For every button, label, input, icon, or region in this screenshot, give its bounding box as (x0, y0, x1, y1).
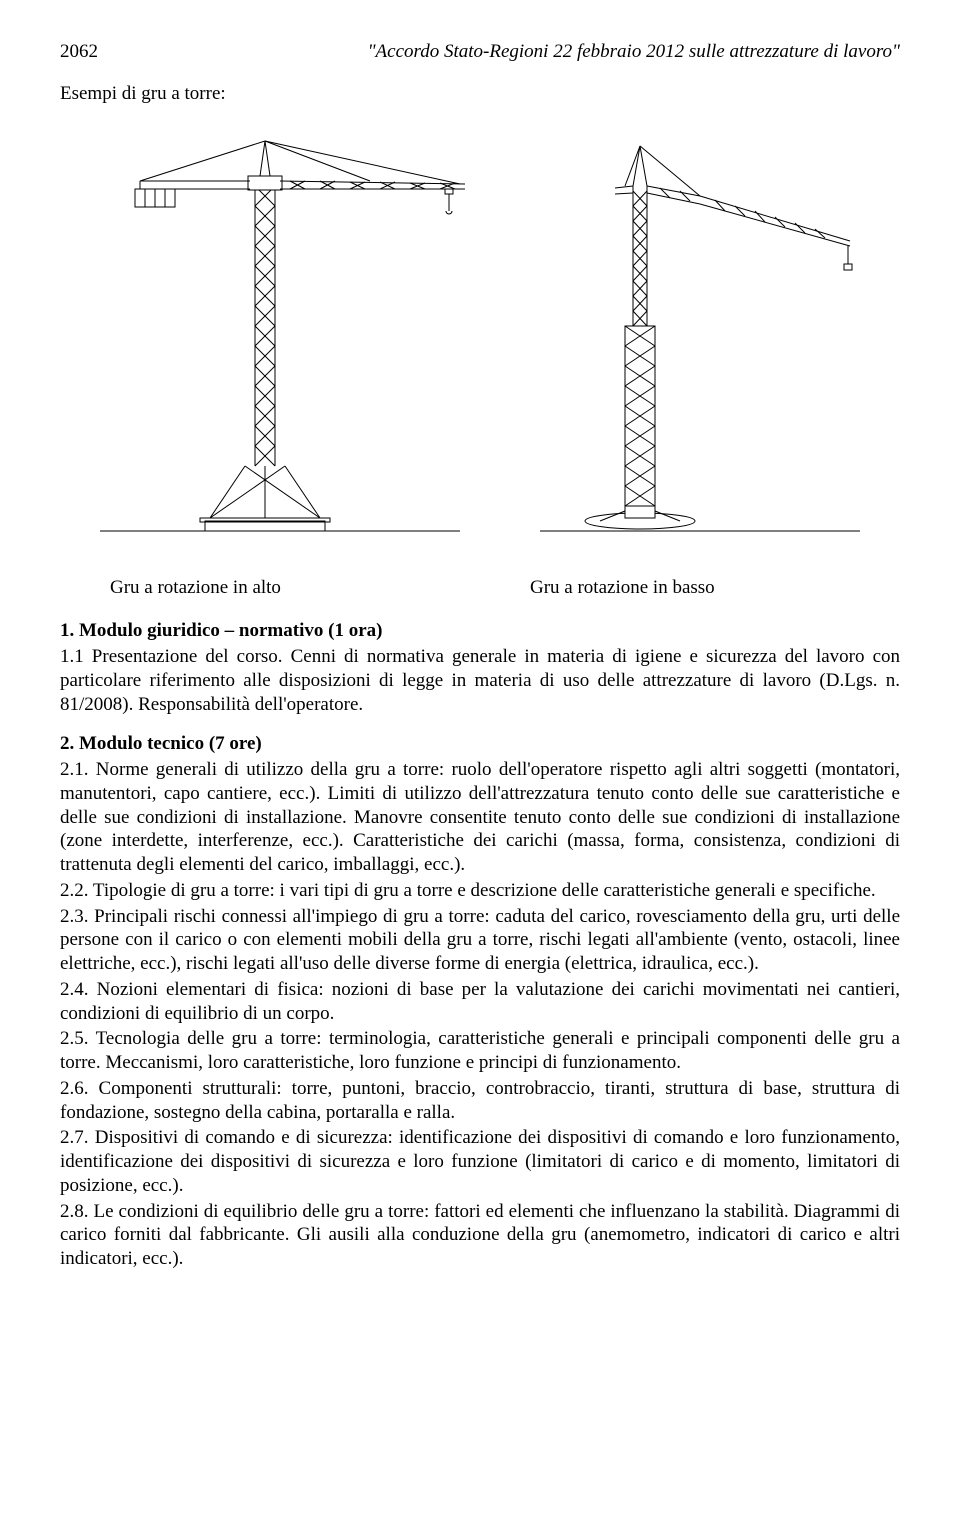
para-2-4: 2.4. Nozioni elementari di fisica: nozio… (60, 978, 900, 1026)
examples-subtitle: Esempi di gru a torre: (60, 82, 900, 106)
caption-right: Gru a rotazione in basso (530, 576, 715, 600)
crane-bottom-slewing-icon (530, 126, 870, 546)
para-2-6: 2.6. Componenti strutturali: torre, punt… (60, 1077, 900, 1125)
para-2-8: 2.8. Le condizioni di equilibrio delle g… (60, 1200, 900, 1271)
header-title: "Accordo Stato-Regioni 22 febbraio 2012 … (368, 40, 900, 64)
section-2-title: 2. Modulo tecnico (7 ore) (60, 733, 262, 754)
para-2-1: 2.1. Norme generali di utilizzo della gr… (60, 758, 900, 877)
para-2-7: 2.7. Dispositivi di comando e di sicurez… (60, 1126, 900, 1197)
crane-top-slewing-icon (90, 126, 470, 546)
figure-captions: Gru a rotazione in alto Gru a rotazione … (60, 576, 900, 600)
figures-row (60, 126, 900, 546)
crane-top-slewing-figure (90, 126, 470, 546)
section-1-text: 1.1 Presentazione del corso. Cenni di no… (60, 645, 900, 716)
page-number: 2062 (60, 40, 98, 64)
para-2-5: 2.5. Tecnologia delle gru a torre: termi… (60, 1027, 900, 1075)
section-2: 2. Modulo tecnico (7 ore) (60, 732, 900, 756)
caption-left: Gru a rotazione in alto (110, 576, 530, 600)
section-1: 1. Modulo giuridico – normativo (1 ora) (60, 619, 900, 643)
section-1-title: 1. Modulo giuridico – normativo (1 ora) (60, 620, 382, 641)
crane-bottom-slewing-figure (530, 126, 870, 546)
page-header: 2062 "Accordo Stato-Regioni 22 febbraio … (60, 40, 900, 64)
para-2-3: 2.3. Principali rischi connessi all'impi… (60, 905, 900, 976)
para-2-2: 2.2. Tipologie di gru a torre: i vari ti… (60, 879, 900, 903)
